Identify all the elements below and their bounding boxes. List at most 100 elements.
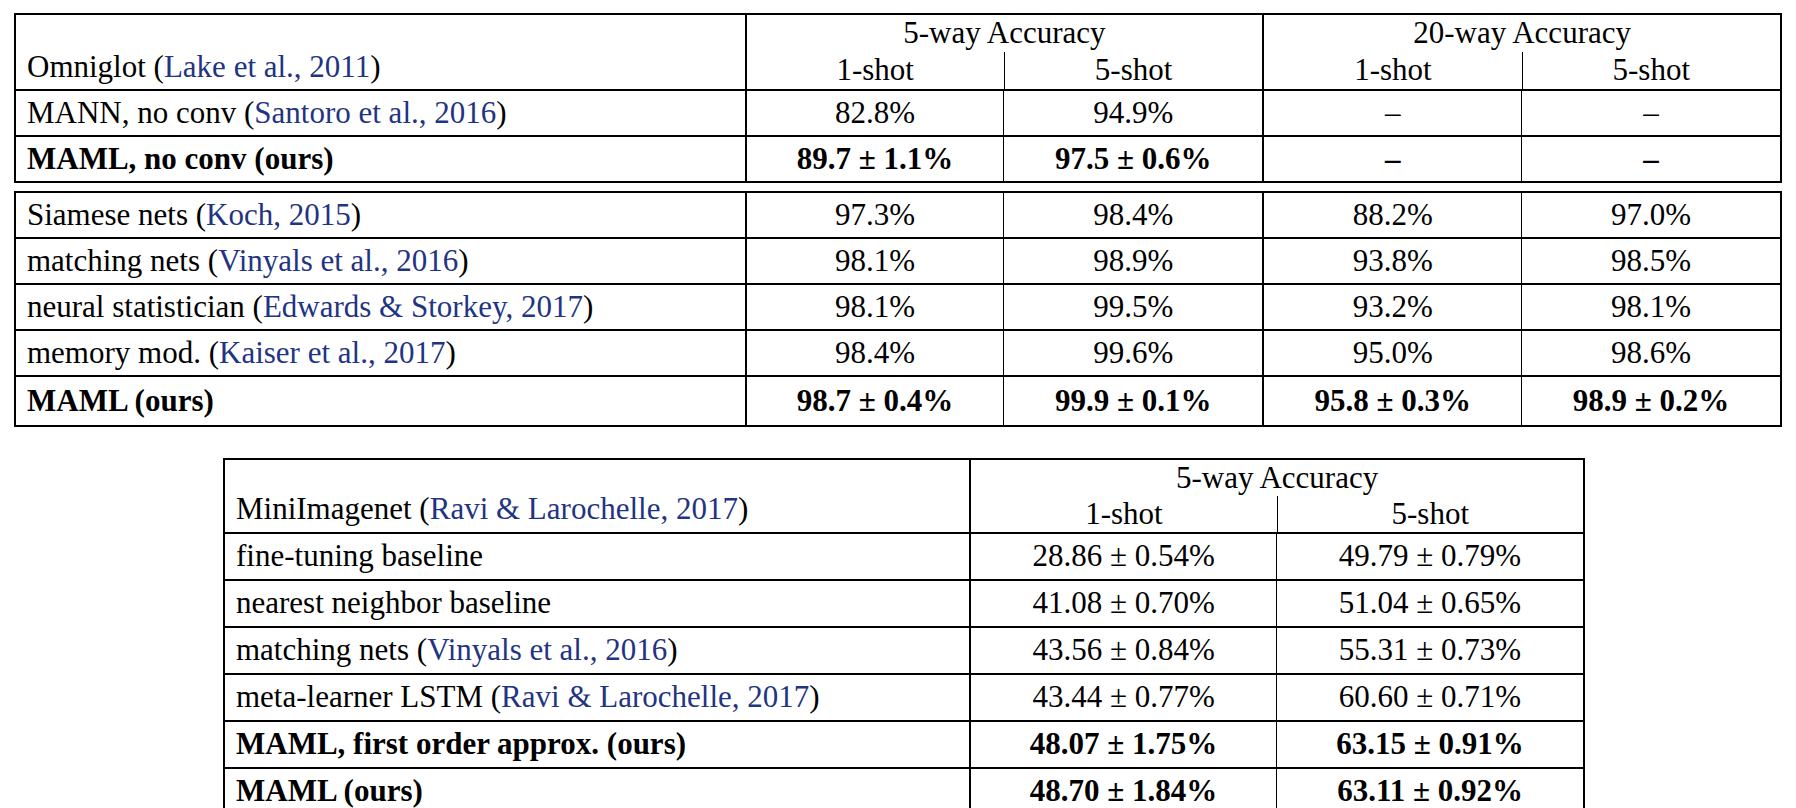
method-label: matching nets (Vinyals et al., 2016) bbox=[225, 628, 969, 673]
col-header-5way-5shot: 5-shot bbox=[1004, 52, 1262, 89]
citation-link[interactable]: Ravi & Larochelle, 2017 bbox=[430, 491, 738, 526]
value-cell: 98.9% bbox=[1003, 239, 1262, 283]
value-cell: 97.0% bbox=[1521, 193, 1780, 237]
value-cell: 55.31 ± 0.73% bbox=[1276, 628, 1583, 673]
method-name: fine-tuning baseline bbox=[236, 539, 483, 573]
citation-link[interactable]: Edwards & Storkey, 2017 bbox=[263, 289, 583, 324]
method-label: nearest neighbor baseline bbox=[225, 581, 969, 626]
value-cell: 98.9 ± 0.2% bbox=[1521, 377, 1780, 425]
method-close-paren: ) bbox=[445, 335, 455, 370]
method-close-paren: ) bbox=[351, 197, 361, 232]
value-cell: 88.2% bbox=[1262, 193, 1521, 237]
method-label: MANN, no conv (Santoro et al., 2016) bbox=[16, 91, 745, 135]
omniglot-table-block-bottom: Siamese nets (Koch, 2015) 97.3% 98.4% 88… bbox=[14, 191, 1782, 427]
method-label: MAML, first order approx. (ours) bbox=[225, 722, 969, 767]
citation-link[interactable]: Santoro et al., 2016 bbox=[254, 95, 496, 130]
table-row-nearest-neighbor: nearest neighbor baseline 41.08 ± 0.70% … bbox=[225, 579, 1583, 626]
dataset-close-paren: ) bbox=[370, 49, 380, 84]
method-close-paren: ) bbox=[458, 243, 468, 278]
citation-link[interactable]: Kaiser et al., 2017 bbox=[219, 335, 445, 370]
value-cell: 98.1% bbox=[745, 239, 1004, 283]
method-label: neural statistician (Edwards & Storkey, … bbox=[16, 285, 745, 329]
method-label: MAML, no conv (ours) bbox=[16, 137, 745, 181]
citation-link[interactable]: Vinyals et al., 2016 bbox=[427, 632, 667, 667]
method-label: memory mod. (Kaiser et al., 2017) bbox=[16, 331, 745, 375]
method-label: MAML (ours) bbox=[225, 769, 969, 808]
value-cell: 94.9% bbox=[1003, 91, 1262, 135]
table-row-meta-learner-lstm: meta-learner LSTM (Ravi & Larochelle, 20… bbox=[225, 673, 1583, 720]
table-row-fine-tuning: fine-tuning baseline 28.86 ± 0.54% 49.79… bbox=[225, 532, 1583, 579]
value-cell: 98.5% bbox=[1521, 239, 1780, 283]
value-cell: 51.04 ± 0.65% bbox=[1276, 581, 1583, 626]
col-header-1shot: 1-shot bbox=[971, 496, 1276, 532]
value-cell: 41.08 ± 0.70% bbox=[969, 581, 1276, 626]
value-cell: 98.1% bbox=[745, 285, 1004, 329]
value-cell: 98.4% bbox=[1003, 193, 1262, 237]
method-name: MAML, no conv (ours) bbox=[27, 142, 334, 176]
method-close-paren: ) bbox=[667, 632, 677, 667]
value-cell: 95.0% bbox=[1262, 331, 1521, 375]
value-cell: 99.6% bbox=[1003, 331, 1262, 375]
dataset-close-paren: ) bbox=[738, 491, 748, 526]
omniglot-20way-group-header: 20-way Accuracy 1-shot 5-shot bbox=[1262, 15, 1780, 89]
citation-link[interactable]: Ravi & Larochelle, 2017 bbox=[501, 679, 809, 714]
group-title-20way: 20-way Accuracy bbox=[1264, 15, 1780, 52]
omniglot-dataset-label: Omniglot (Lake et al., 2011) bbox=[16, 15, 745, 89]
method-name: matching nets ( bbox=[236, 632, 427, 667]
value-cell: 89.7 ± 1.1% bbox=[745, 137, 1004, 181]
citation-link[interactable]: Koch, 2015 bbox=[206, 197, 351, 232]
value-cell: 98.1% bbox=[1521, 285, 1780, 329]
method-name: meta-learner LSTM ( bbox=[236, 679, 501, 714]
col-header-5way-1shot: 1-shot bbox=[747, 52, 1004, 89]
table-row-maml-first-order: MAML, first order approx. (ours) 48.07 ±… bbox=[225, 720, 1583, 767]
value-cell: 97.3% bbox=[745, 193, 1004, 237]
method-close-paren: ) bbox=[496, 95, 506, 130]
value-cell: – bbox=[1262, 137, 1521, 181]
method-name: MAML, first order approx. (ours) bbox=[236, 727, 686, 761]
col-header-20way-1shot: 1-shot bbox=[1264, 52, 1521, 89]
miniimagenet-header-row: MiniImagenet (Ravi & Larochelle, 2017) 5… bbox=[225, 460, 1583, 532]
table-row-matching-nets: matching nets (Vinyals et al., 2016) 98.… bbox=[16, 237, 1780, 283]
value-cell: – bbox=[1521, 91, 1780, 135]
value-cell: 43.56 ± 0.84% bbox=[969, 628, 1276, 673]
value-cell: 63.15 ± 0.91% bbox=[1276, 722, 1583, 767]
col-header-20way-5shot: 5-shot bbox=[1522, 52, 1780, 89]
method-label: MAML (ours) bbox=[16, 377, 745, 425]
omniglot-results-table: Omniglot (Lake et al., 2011) 5-way Accur… bbox=[14, 13, 1782, 427]
method-name: nearest neighbor baseline bbox=[236, 586, 551, 620]
miniimagenet-5way-group-header: 5-way Accuracy 1-shot 5-shot bbox=[969, 460, 1583, 532]
value-cell: 95.8 ± 0.3% bbox=[1262, 377, 1521, 425]
miniimagenet-table-block: MiniImagenet (Ravi & Larochelle, 2017) 5… bbox=[223, 458, 1585, 808]
citation-link[interactable]: Vinyals et al., 2016 bbox=[218, 243, 458, 278]
value-cell: 98.7 ± 0.4% bbox=[745, 377, 1004, 425]
value-cell: 98.6% bbox=[1521, 331, 1780, 375]
group-title-5way: 5-way Accuracy bbox=[747, 15, 1263, 52]
miniimagenet-results-table: MiniImagenet (Ravi & Larochelle, 2017) 5… bbox=[223, 458, 1585, 808]
method-label: meta-learner LSTM (Ravi & Larochelle, 20… bbox=[225, 675, 969, 720]
dataset-name: MiniImagenet ( bbox=[236, 491, 430, 526]
method-close-paren: ) bbox=[583, 289, 593, 324]
value-cell: 97.5 ± 0.6% bbox=[1003, 137, 1262, 181]
method-name: Siamese nets ( bbox=[27, 197, 206, 232]
dataset-name: Omniglot ( bbox=[27, 49, 164, 84]
omniglot-5way-group-header: 5-way Accuracy 1-shot 5-shot bbox=[745, 15, 1263, 89]
value-cell: 93.8% bbox=[1262, 239, 1521, 283]
omniglot-table-block-top: Omniglot (Lake et al., 2011) 5-way Accur… bbox=[14, 13, 1782, 183]
value-cell: 98.4% bbox=[745, 331, 1004, 375]
value-cell: 99.9 ± 0.1% bbox=[1003, 377, 1262, 425]
value-cell: 82.8% bbox=[745, 91, 1004, 135]
table-section-gap bbox=[14, 183, 1782, 191]
value-cell: 99.5% bbox=[1003, 285, 1262, 329]
col-header-5shot: 5-shot bbox=[1277, 496, 1583, 532]
method-name: MAML (ours) bbox=[27, 384, 214, 418]
value-cell: 60.60 ± 0.71% bbox=[1276, 675, 1583, 720]
table-row-memory-mod: memory mod. (Kaiser et al., 2017) 98.4% … bbox=[16, 329, 1780, 375]
method-name: MANN, no conv ( bbox=[27, 95, 254, 130]
table-row-maml-ours: MAML (ours) 48.70 ± 1.84% 63.11 ± 0.92% bbox=[225, 767, 1583, 808]
value-cell: 48.70 ± 1.84% bbox=[969, 769, 1276, 808]
value-cell: – bbox=[1521, 137, 1780, 181]
citation-link[interactable]: Lake et al., 2011 bbox=[164, 49, 370, 84]
method-label: Siamese nets (Koch, 2015) bbox=[16, 193, 745, 237]
group-title-5way: 5-way Accuracy bbox=[971, 460, 1583, 496]
value-cell: – bbox=[1262, 91, 1521, 135]
